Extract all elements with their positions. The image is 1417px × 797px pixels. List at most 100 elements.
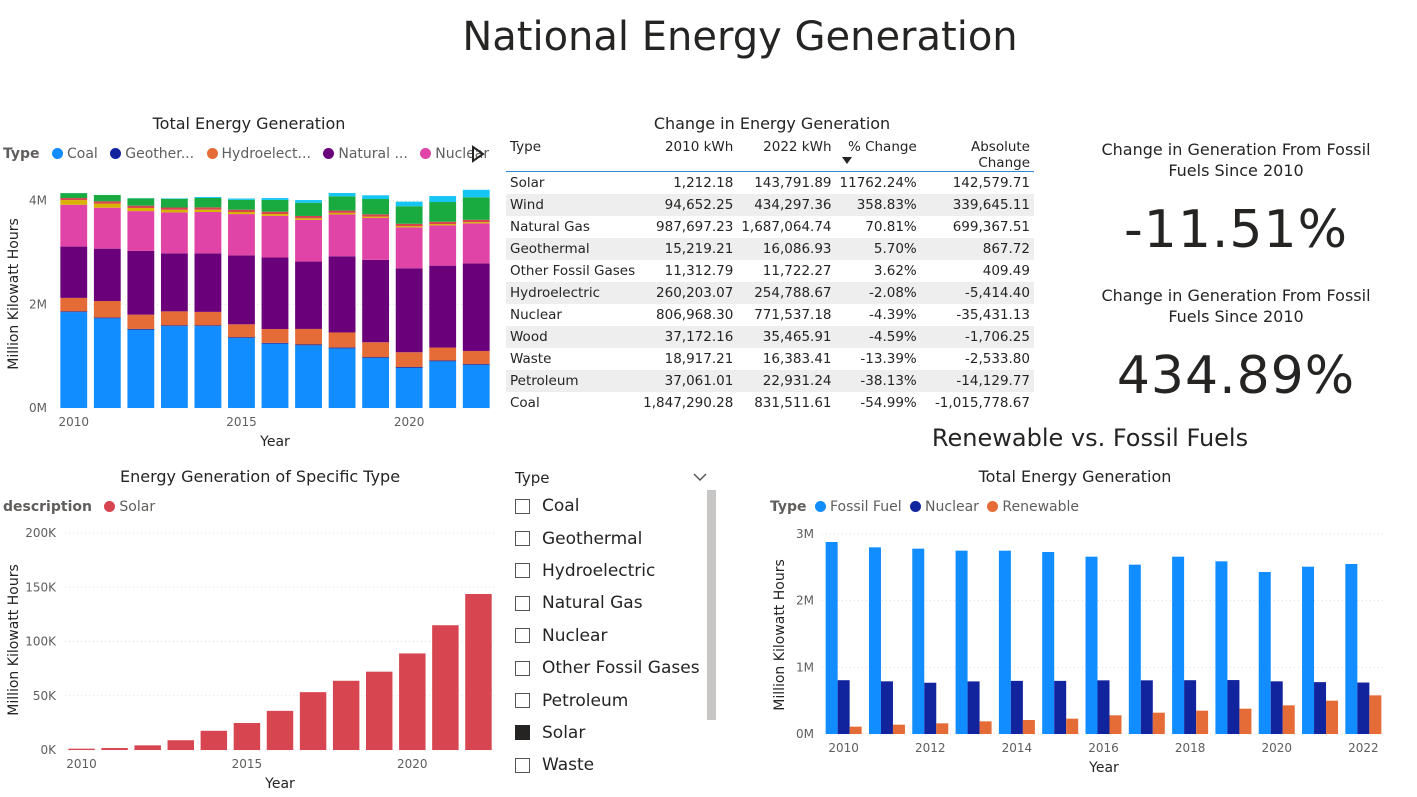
y-axis-label: Million Kilowatt Hours bbox=[772, 559, 788, 711]
legend-item-renewable[interactable]: Renewable bbox=[1002, 499, 1080, 515]
renewable-legend-title: Type bbox=[770, 499, 807, 515]
table-row[interactable]: Nuclear 806,968.30 771,537.18 -4.39% -35,431… bbox=[506, 304, 1034, 326]
cell-2022: 771,537.18 bbox=[754, 307, 832, 323]
bar-segment bbox=[462, 219, 490, 223]
bar-segment bbox=[194, 325, 222, 327]
table-row[interactable]: Petroleum 37,061.01 22,931.24 -38.13% -14,12… bbox=[506, 370, 1034, 392]
col-header-type[interactable]: Type bbox=[510, 139, 542, 155]
slicer-item-label: Waste bbox=[542, 755, 595, 776]
bar-segment bbox=[194, 326, 222, 408]
cell-2010: 18,917.21 bbox=[664, 351, 734, 367]
chevron-down-icon[interactable] bbox=[692, 471, 708, 483]
checkbox[interactable] bbox=[515, 725, 530, 741]
legend-item-fossil[interactable]: Fossil Fuel bbox=[829, 499, 902, 515]
y-tick-label: 2M bbox=[796, 594, 814, 608]
cluster-bar bbox=[1010, 680, 1023, 734]
slicer-item[interactable]: Geothermal bbox=[515, 522, 705, 554]
bar-segment bbox=[160, 209, 188, 213]
cell-type: Waste bbox=[510, 351, 552, 367]
legend-hydro-marker bbox=[206, 148, 218, 159]
legend-item-solar[interactable]: Solar bbox=[119, 499, 156, 515]
table-row[interactable]: Coal 1,847,290.28 831,511.61 -54.99% -1,015,… bbox=[506, 392, 1034, 414]
bar-segment bbox=[60, 312, 88, 408]
legend-item-geothermal[interactable]: Geother... bbox=[125, 146, 195, 162]
cluster-bar bbox=[1066, 718, 1079, 734]
bar-segment bbox=[160, 207, 188, 210]
cell-type: Geothermal bbox=[506, 238, 640, 260]
y-tick-label: 50K bbox=[33, 689, 57, 703]
cluster-bar bbox=[955, 550, 968, 734]
checkbox[interactable] bbox=[515, 660, 530, 676]
checkbox[interactable] bbox=[515, 693, 530, 709]
checkbox[interactable] bbox=[515, 498, 530, 514]
slicer-item[interactable]: Nuclear bbox=[515, 620, 705, 652]
bar-segment bbox=[93, 318, 121, 408]
cell-pct-change: -13.39% bbox=[860, 351, 917, 367]
legend-item-nuclear2[interactable]: Nuclear bbox=[925, 499, 979, 515]
cluster-bar bbox=[1302, 566, 1315, 734]
cell-abs-change: 339,645.11 bbox=[920, 194, 1034, 216]
table-row[interactable]: Geothermal 15,219.21 16,086.93 5.70% 867.72 bbox=[506, 238, 1034, 260]
bar-segment bbox=[160, 253, 188, 312]
y-tick-label: 100K bbox=[25, 635, 57, 649]
bar-segment bbox=[295, 218, 322, 220]
col-header-abs-change[interactable]: Absolute Change bbox=[970, 139, 1030, 171]
table-row[interactable]: Waste 18,917.21 16,383.41 -13.39% -2,533.80 bbox=[506, 348, 1034, 370]
checkbox[interactable] bbox=[515, 563, 530, 579]
col-header-pct-change[interactable]: % Change bbox=[836, 139, 921, 172]
slicer-item[interactable]: Hydroelectric bbox=[515, 555, 705, 587]
slicer-item[interactable]: Waste bbox=[515, 749, 705, 781]
checkbox[interactable] bbox=[515, 757, 530, 773]
table-row[interactable]: Wood 37,172.16 35,465.91 -4.59% -1,706.25 bbox=[506, 326, 1034, 348]
slicer-item[interactable]: Other Fossil Gases bbox=[515, 652, 705, 684]
checkbox[interactable] bbox=[515, 531, 530, 547]
slicer-item-label: Petroleum bbox=[542, 690, 629, 711]
table-row[interactable]: Hydroelectric 260,203.07 254,788.67 -2.08% -… bbox=[506, 282, 1034, 304]
cell-type: Hydroelectric bbox=[506, 282, 640, 304]
bar-segment bbox=[395, 268, 423, 353]
table-row[interactable]: Solar 1,212.18 143,791.89 11762.24% 142,579.… bbox=[506, 172, 1034, 195]
legend-item-hydro[interactable]: Hydroelect... bbox=[221, 146, 311, 162]
solar-chart: 0K 50K 100K 150K 200K 2010 2015 2020 Year Million… bbox=[6, 526, 495, 792]
cluster-bar bbox=[1369, 695, 1382, 734]
slicer-scrollbar[interactable] bbox=[707, 490, 716, 720]
slicer-item-label: Geothermal bbox=[542, 528, 643, 549]
solar-bar bbox=[134, 745, 161, 750]
bar-segment bbox=[395, 223, 423, 227]
slicer-item[interactable]: Petroleum bbox=[515, 684, 705, 716]
bar-segment bbox=[194, 197, 222, 208]
play-icon[interactable] bbox=[470, 144, 486, 164]
cell-2022: 22,931.24 bbox=[737, 370, 836, 392]
slicer-item[interactable]: Natural Gas bbox=[515, 587, 705, 619]
cell-type: Wood bbox=[506, 326, 640, 348]
cluster-bar bbox=[1097, 680, 1110, 734]
slicer-item-label: Hydroelectric bbox=[542, 560, 656, 581]
cluster-bar bbox=[1184, 680, 1197, 734]
bar-segment bbox=[60, 204, 88, 247]
slicer-item[interactable]: Coal bbox=[515, 490, 705, 522]
bar-segment bbox=[160, 212, 188, 254]
bar-segment bbox=[462, 263, 490, 351]
legend-item-coal[interactable]: Coal bbox=[66, 146, 98, 162]
table-row[interactable]: Natural Gas 987,697.23 1,687,064.74 70.81% 6… bbox=[506, 216, 1034, 238]
x-tick-label: 2018 bbox=[1175, 741, 1206, 755]
bar-segment bbox=[328, 210, 356, 213]
table-row[interactable]: Other Fossil Gases 11,312.79 11,722.27 3.62… bbox=[506, 260, 1034, 282]
table-row[interactable]: Wind 94,652.25 434,297.36 358.83% 339,645.11 bbox=[506, 194, 1034, 216]
col-header-2022[interactable]: 2022 kWh bbox=[763, 139, 832, 155]
solar-chart-title: Energy Generation of Specific Type bbox=[119, 467, 401, 486]
bar-segment bbox=[60, 193, 88, 199]
slicer-title: Type bbox=[515, 469, 550, 487]
slicer-item[interactable]: Solar bbox=[515, 717, 705, 749]
cell-2022: 143,791.89 bbox=[754, 175, 832, 191]
sort-down-icon bbox=[841, 157, 852, 164]
bar-segment bbox=[127, 328, 155, 330]
col-header-2010[interactable]: 2010 kWh bbox=[664, 139, 734, 155]
cell-2010: 260,203.07 bbox=[639, 282, 738, 304]
cell-abs-change: -14,129.77 bbox=[920, 370, 1034, 392]
checkbox[interactable] bbox=[515, 628, 530, 644]
cell-pct-change: 70.81% bbox=[865, 219, 917, 235]
renewable-legend: Type Fossil Fuel Nuclear Renewable bbox=[770, 499, 1079, 515]
checkbox[interactable] bbox=[515, 595, 530, 611]
legend-item-natgas[interactable]: Natural ... bbox=[338, 146, 408, 162]
